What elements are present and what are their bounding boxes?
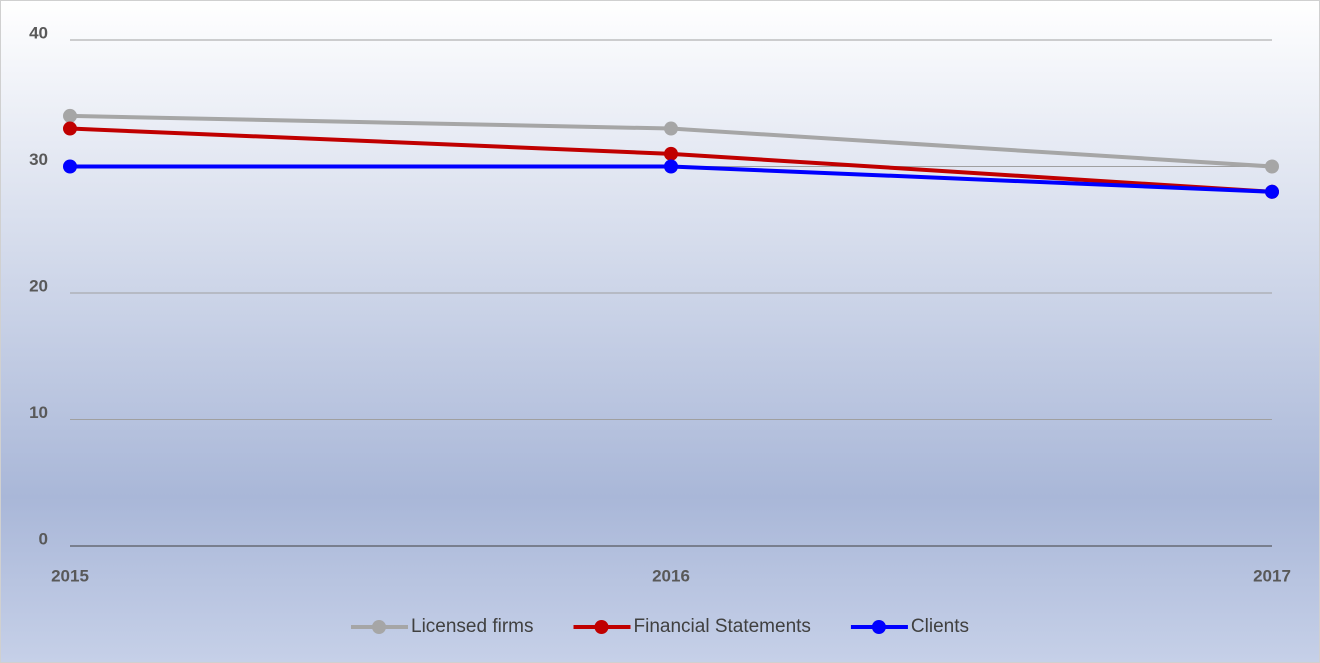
y-tick-label: 20	[29, 276, 48, 295]
data-point	[63, 108, 77, 123]
data-point	[664, 121, 678, 136]
legend-marker	[372, 620, 386, 634]
data-point	[664, 159, 678, 174]
data-point	[1265, 159, 1279, 174]
legend-marker	[871, 620, 886, 634]
x-tick-label: 2017	[1253, 566, 1291, 585]
data-point	[63, 121, 77, 136]
data-point	[1265, 184, 1279, 199]
legend-label: Clients	[911, 616, 969, 637]
y-tick-label: 40	[29, 23, 48, 42]
legend-label: Licensed firms	[411, 616, 534, 637]
legend-marker	[594, 620, 609, 634]
legend-label: Financial Statements	[634, 616, 811, 637]
x-tick-label: 2015	[51, 566, 89, 585]
x-tick-label: 2016	[652, 566, 690, 585]
y-tick-label: 10	[29, 403, 48, 422]
data-point	[664, 146, 678, 161]
data-point	[63, 159, 77, 174]
y-tick-label: 30	[29, 150, 48, 169]
y-tick-label: 0	[39, 529, 48, 548]
